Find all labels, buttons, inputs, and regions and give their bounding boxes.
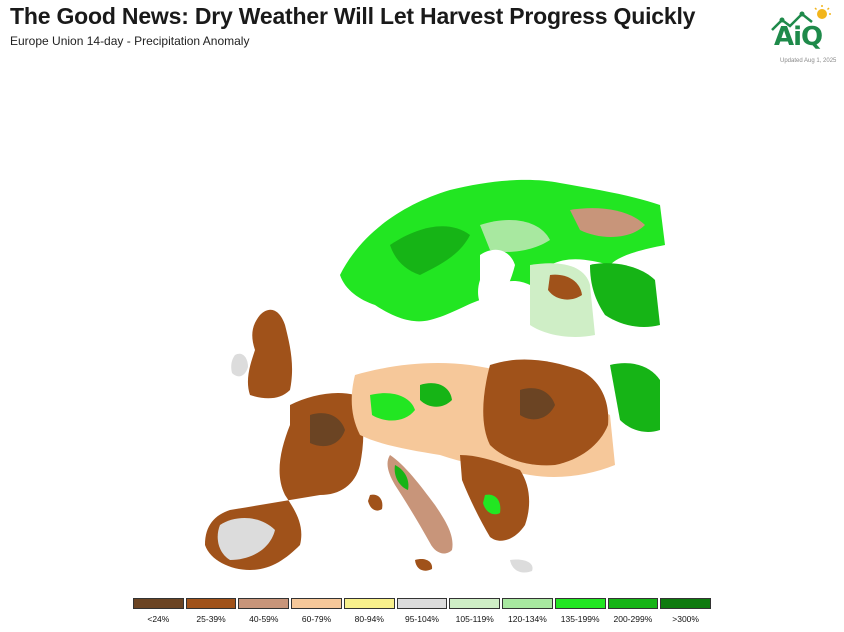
legend-swatch: [343, 598, 395, 609]
legend-swatch: [660, 598, 711, 609]
legend-label: 200-299%: [613, 614, 653, 624]
legend-swatch: [396, 598, 448, 609]
legend-swatch: [291, 598, 342, 609]
legend-label: 95-104%: [404, 614, 439, 624]
legend-label: 120-134%: [508, 614, 547, 624]
page-subtitle: Europe Union 14-day - Precipitation Anom…: [10, 34, 250, 48]
page-title: The Good News: Dry Weather Will Let Harv…: [10, 3, 696, 29]
legend-swatch: [502, 598, 553, 609]
aiq-logo: AiQ: [766, 4, 838, 68]
legend-swatch: [185, 598, 237, 609]
legend-label: 40-59%: [249, 614, 279, 624]
legend-label: 105-119%: [455, 614, 494, 624]
precipitation-legend: <24% 25-39% 40-59% 60-79% 80-94% 95-104% 105-1…: [133, 598, 711, 628]
legend-label: 135-199%: [560, 614, 600, 624]
legend-swatch: [449, 598, 501, 609]
legend-label: >300%: [672, 614, 699, 624]
legend-label: 60-79%: [301, 614, 332, 624]
logo-text: AiQ: [774, 22, 823, 52]
precipitation-anomaly-map: [205, 165, 670, 580]
legend-swatch: [238, 598, 290, 609]
british-isles-region: [247, 309, 293, 399]
legend-label: 25-39%: [196, 614, 226, 624]
legend-label: <24%: [147, 614, 170, 624]
legend-label: 80-94%: [354, 614, 384, 624]
legend-swatch: [607, 598, 659, 609]
updated-date: Updated Aug 1, 2025: [780, 58, 837, 64]
legend-swatch: [133, 598, 184, 609]
legend-swatch: [554, 598, 606, 609]
logo-graph-icon: [771, 5, 831, 31]
